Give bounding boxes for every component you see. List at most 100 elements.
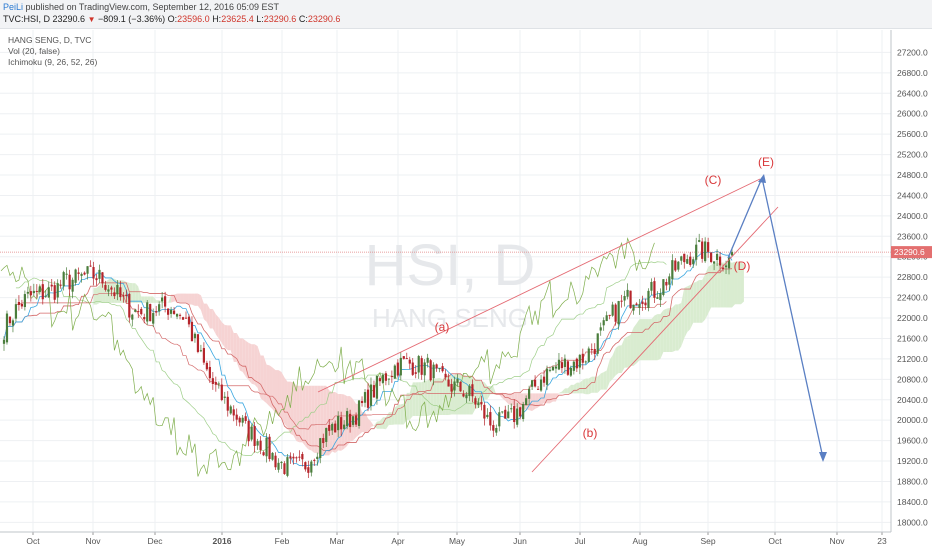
ichimoku-cloud-segment (609, 355, 613, 383)
candle-body (516, 408, 519, 425)
candle-body (724, 265, 728, 268)
candle-body (86, 266, 89, 274)
candle-body (164, 296, 167, 307)
ichimoku-cloud-segment (242, 338, 246, 377)
ichimoku-cloud-segment (365, 412, 368, 433)
ichimoku-cloud-segment (591, 376, 595, 393)
candle-body (566, 361, 570, 375)
ichimoku-cloud-segment (191, 293, 195, 306)
candle-body (498, 412, 501, 427)
candle-body (346, 411, 349, 427)
indicator-volume[interactable]: Vol (20, false) (8, 46, 60, 56)
candle-body (578, 354, 581, 368)
candle-body (283, 463, 286, 475)
ichimoku-cloud-segment (96, 285, 100, 305)
indicator-ichimoku[interactable]: Ichimoku (9, 26, 52, 26) (8, 57, 98, 67)
candle-body (59, 284, 62, 286)
candle-body (247, 420, 250, 442)
ichimoku-cloud-segment (218, 317, 222, 344)
candle-body (351, 416, 355, 425)
candle-body (11, 320, 15, 326)
candle-body (98, 269, 101, 279)
open-value: 23596.0 (177, 14, 210, 24)
ichimoku-cloud-segment (675, 304, 679, 351)
ichimoku-cloud-segment (368, 418, 371, 433)
ichimoku-cloud-segment (505, 393, 509, 404)
candle-body (56, 283, 59, 298)
x-tick-label: Nov (85, 536, 101, 546)
ichimoku-cloud-segment (532, 393, 536, 412)
candle-body (14, 304, 18, 319)
candle-body (721, 267, 725, 269)
ichimoku-cloud-segment (233, 333, 237, 362)
candle-body (474, 398, 477, 405)
author-link[interactable]: PeiLi (3, 2, 24, 12)
candle-body (429, 360, 432, 381)
y-tick-label: 24800.0 (897, 170, 928, 180)
ichimoku-cloud-segment (194, 293, 198, 306)
y-tick-label: 26000.0 (897, 109, 928, 119)
ichimoku-cloud-segment (579, 380, 583, 394)
candle-body (134, 309, 137, 312)
candle-body (450, 383, 453, 392)
candle-body (432, 364, 435, 379)
candle-body (8, 316, 12, 324)
ichimoku-cloud-segment (206, 303, 210, 329)
candle-body (95, 278, 98, 281)
candle-body (545, 368, 549, 385)
candle-body (360, 400, 364, 404)
ichimoku-cloud-segment (236, 333, 240, 371)
ichimoku-cloud-segment (132, 283, 136, 303)
candle-body (590, 349, 593, 351)
candle-body (402, 356, 405, 359)
ichimoku-cloud-segment (621, 338, 625, 373)
candle-body (525, 398, 528, 406)
arrow-head-icon (758, 174, 766, 183)
ichimoku-cloud-segment (248, 342, 252, 384)
ichimoku-cloud-segment (642, 319, 646, 361)
candle-body (26, 291, 29, 294)
ichimoku-cloud-segment (251, 344, 255, 385)
y-tick-label: 19200.0 (897, 456, 928, 466)
ichimoku-cloud-segment (272, 367, 276, 414)
ichimoku-cloud-segment (657, 314, 661, 361)
price-tag-label: 23290.6 (894, 247, 925, 257)
ichimoku-cloud-segment (153, 296, 157, 303)
wave-label: (C) (705, 173, 722, 187)
candle-body (465, 394, 468, 399)
ichimoku-cloud-segment (302, 385, 306, 447)
ichimoku-cloud-segment (720, 262, 724, 308)
y-tick-label: 20800.0 (897, 374, 928, 384)
watermark-symbol: HSI, D (365, 233, 536, 298)
ichimoku-cloud-segment (702, 274, 706, 323)
candle-body (408, 359, 411, 364)
ichimoku-cloud-segment (111, 277, 115, 303)
price-change: −809.1 (−3.36%) (98, 14, 166, 24)
candle-body (620, 300, 623, 302)
ichimoku-cloud-segment (737, 262, 741, 305)
indicator-symbol[interactable]: HANG SENG, D, TVC (8, 35, 92, 45)
ichimoku-cloud-segment (451, 375, 455, 415)
candle-body (41, 284, 44, 300)
candle-body (83, 272, 86, 275)
candle-body (710, 252, 713, 262)
ichimoku-cloud-segment (370, 421, 374, 427)
ichimoku-cloud-segment (684, 286, 688, 339)
candle-body (172, 310, 176, 314)
candle-body (149, 304, 152, 322)
candle-body (489, 412, 492, 426)
candle-body (599, 327, 602, 331)
ichimoku-cloud-segment (320, 385, 324, 456)
ichimoku-cloud-segment (203, 303, 207, 323)
senkou-a-line (15, 261, 667, 456)
candle-body (253, 425, 256, 446)
ichimoku-cloud-segment (257, 346, 261, 399)
candle-body (366, 389, 370, 408)
candle-body (632, 304, 635, 311)
ichimoku-cloud-segment (576, 382, 580, 394)
ichimoku-cloud-segment (726, 261, 730, 308)
ichimoku-cloud-segment (666, 308, 670, 353)
x-tick-label: 2016 (213, 536, 232, 546)
ichimoku-cloud-segment (350, 396, 354, 442)
